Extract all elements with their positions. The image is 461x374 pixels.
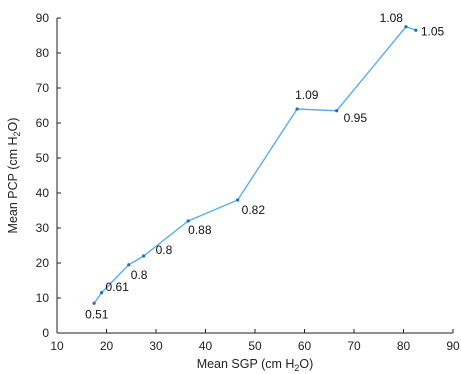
y-tick-label: 10 bbox=[36, 291, 50, 305]
y-tick-label: 0 bbox=[42, 326, 49, 340]
data-label: 0.8 bbox=[131, 268, 148, 282]
data-label: 0.82 bbox=[242, 203, 266, 217]
x-tick-label: 70 bbox=[347, 339, 361, 353]
series-line bbox=[93, 25, 417, 304]
y-tick-label: 70 bbox=[36, 81, 50, 95]
data-point bbox=[127, 263, 131, 267]
y-tick-label: 60 bbox=[36, 116, 50, 130]
data-point bbox=[236, 198, 240, 202]
x-axis-title: Mean SGP (cm H2O) bbox=[197, 357, 314, 373]
data-point bbox=[414, 28, 418, 32]
data-point bbox=[404, 25, 408, 29]
y-tick-label: 20 bbox=[36, 256, 50, 270]
y-axis-ticks: 0 10 20 30 40 50 60 70 80 90 bbox=[36, 11, 61, 340]
data-point bbox=[295, 107, 299, 111]
y-tick-label: 80 bbox=[36, 46, 50, 60]
series-group bbox=[92, 25, 418, 305]
data-point bbox=[186, 219, 190, 223]
x-tick-label: 10 bbox=[50, 339, 64, 353]
data-point bbox=[335, 109, 339, 113]
x-tick-label: 20 bbox=[100, 339, 114, 353]
y-tick-label: 30 bbox=[36, 221, 50, 235]
y-tick-label: 50 bbox=[36, 151, 50, 165]
y-axis-title: Mean PCP (cm H2O) bbox=[6, 118, 22, 234]
y-tick-label: 90 bbox=[36, 11, 50, 25]
data-label: 0.95 bbox=[344, 111, 368, 125]
data-labels: 0.510.610.80.80.880.821.090.951.081.05 bbox=[85, 11, 444, 322]
x-tick-label: 60 bbox=[298, 339, 312, 353]
x-tick-label: 90 bbox=[446, 339, 460, 353]
data-label: 0.61 bbox=[106, 280, 130, 294]
x-tick-label: 30 bbox=[149, 339, 163, 353]
data-point bbox=[142, 254, 146, 258]
data-label: 1.05 bbox=[421, 24, 445, 38]
data-point bbox=[92, 301, 96, 305]
data-label: 0.8 bbox=[156, 243, 173, 257]
x-tick-label: 50 bbox=[248, 339, 262, 353]
x-axis-ticks: 10 20 30 40 50 60 70 80 90 bbox=[50, 329, 460, 353]
data-point bbox=[99, 291, 104, 295]
data-label: 1.09 bbox=[295, 88, 319, 102]
data-label: 0.88 bbox=[188, 223, 212, 237]
x-tick-label: 80 bbox=[397, 339, 411, 353]
x-tick-label: 40 bbox=[199, 339, 213, 353]
y-tick-label: 40 bbox=[36, 186, 50, 200]
data-label: 0.51 bbox=[85, 307, 109, 321]
data-label: 1.08 bbox=[380, 11, 404, 25]
